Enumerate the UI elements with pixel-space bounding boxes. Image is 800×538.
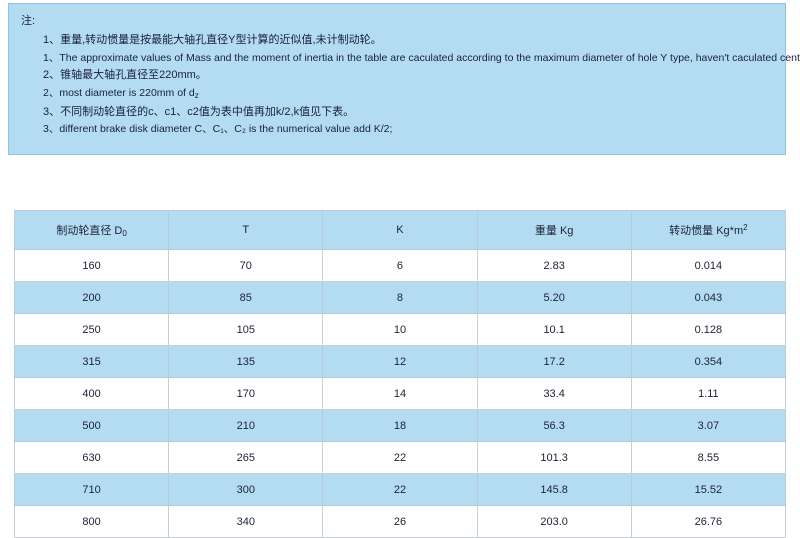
table-cell: 15.52 xyxy=(630,473,787,506)
table-row: 200 85 8 5.20 0.043 xyxy=(13,281,787,314)
table-header: 制动轮直径 D0 T K 重量 Kg 转动惯量 Kg*m2 xyxy=(13,210,787,250)
note-line-note-3-zh: 3、不同制动轮直径的c、c1、c2值为表中值再加k/2,k值见下表。 xyxy=(43,105,355,118)
table-cell: 160 xyxy=(13,249,170,282)
table-cell: 6 xyxy=(322,249,478,282)
table-cell: 10 xyxy=(322,313,478,346)
table-row: 630 265 22 101.3 8.55 xyxy=(13,441,787,474)
table-cell: 18 xyxy=(322,409,478,442)
table-cell: 17.2 xyxy=(476,345,632,378)
table-cell: 0.354 xyxy=(630,345,787,378)
header-subscript: 0 xyxy=(122,229,127,238)
table-row: 250 105 10 10.1 0.128 xyxy=(13,313,787,346)
table-cell: 710 xyxy=(13,473,170,506)
table-body: 160 70 6 2.83 0.014 200 85 8 5.20 0.043 250 105 10 10… xyxy=(13,249,787,538)
table-cell: 300 xyxy=(168,473,324,506)
table-header-label: 重量 Kg xyxy=(534,225,574,237)
table-cell: 56.3 xyxy=(476,409,632,442)
table-cell: 12 xyxy=(322,345,478,378)
table-cell: 70 xyxy=(168,249,324,282)
note-line-note-3-en: 3、different brake disk diameter C、C₁、C₂ … xyxy=(43,123,393,136)
table-cell: 145.8 xyxy=(476,473,632,506)
table-row: 500 210 18 56.3 3.07 xyxy=(13,409,787,442)
table-cell: 340 xyxy=(168,505,324,538)
specification-table: 制动轮直径 D0 T K 重量 Kg 转动惯量 Kg*m2 160 70 6 2.83 0.01… xyxy=(13,210,787,538)
notes-list: 1、重量,转动惯量是按最能大轴孔直径Y型计算的近似值,未计制动轮。 1、The a… xyxy=(21,32,800,139)
table-header-cell-4: 转动惯量 Kg*m2 xyxy=(630,210,787,250)
table-row: 400 170 14 33.4 1.11 xyxy=(13,377,787,410)
table-cell: 0.043 xyxy=(630,281,787,314)
table-row: 315 135 12 17.2 0.354 xyxy=(13,345,787,378)
table-cell: 265 xyxy=(168,441,324,474)
table-cell: 26 xyxy=(322,505,478,538)
table-cell: 0.014 xyxy=(630,249,787,282)
table-header-label: K xyxy=(396,224,404,236)
notes-panel: 注: 1、重量,转动惯量是按最能大轴孔直径Y型计算的近似值,未计制动轮。 1、Th… xyxy=(8,3,800,155)
table-cell: 101.3 xyxy=(476,441,632,474)
note-line-note-2-zh: 2、锥轴最大轴孔直径至220mm。 xyxy=(43,69,207,81)
table-cell: 200 xyxy=(13,281,170,314)
table-cell: 210 xyxy=(168,409,324,442)
note-subscript: z xyxy=(194,90,199,100)
page-root: 注: 1、重量,转动惯量是按最能大轴孔直径Y型计算的近似值,未计制动轮。 1、Th… xyxy=(8,3,800,538)
table-cell: 8.55 xyxy=(630,441,787,474)
table-row: 160 70 6 2.83 0.014 xyxy=(13,249,787,282)
table-cell: 105 xyxy=(168,313,324,346)
table-cell: 135 xyxy=(168,345,324,378)
table-cell: 203.0 xyxy=(476,505,632,538)
table-cell: 33.4 xyxy=(476,377,632,410)
table-cell: 8 xyxy=(322,281,478,314)
note-line-note-2-en: 2、most diameter is 220mm of dz xyxy=(43,86,199,100)
table-cell: 10.1 xyxy=(476,313,632,346)
header-superscript: 2 xyxy=(743,223,748,232)
table-cell: 85 xyxy=(168,281,324,314)
table-cell: 0.128 xyxy=(630,313,787,346)
table-header-cell-1: T xyxy=(168,210,324,250)
table-cell: 22 xyxy=(322,473,478,506)
table-cell: 26.76 xyxy=(630,505,787,538)
table-header-cell-0: 制动轮直径 D0 xyxy=(13,210,170,250)
notes-title: 注: xyxy=(21,15,36,27)
table-header-label: T xyxy=(242,224,250,236)
note-line-note-1-zh: 1、重量,转动惯量是按最能大轴孔直径Y型计算的近似值,未计制动轮。 xyxy=(43,34,382,46)
table-row: 800 340 26 203.0 26.76 xyxy=(13,505,787,538)
table-cell: 3.07 xyxy=(630,409,787,442)
table-header-label: 制动轮直径 D xyxy=(56,225,123,237)
table-cell: 500 xyxy=(13,409,170,442)
table-cell: 315 xyxy=(13,345,170,378)
table-cell: 5.20 xyxy=(476,281,632,314)
table-cell: 400 xyxy=(13,377,170,410)
table-cell: 250 xyxy=(13,313,170,346)
table-cell: 1.11 xyxy=(630,377,787,410)
table-header-label: 转动惯量 Kg*m xyxy=(669,225,744,237)
table-header-cell-3: 重量 Kg xyxy=(476,210,632,250)
table-cell: 800 xyxy=(13,505,170,538)
table-cell: 2.83 xyxy=(476,249,632,282)
table-header-cell-2: K xyxy=(322,210,478,250)
table-cell: 630 xyxy=(13,441,170,474)
note-line-note-1-en: 1、The approximate values of Mass and the… xyxy=(43,51,800,64)
table-cell: 22 xyxy=(322,441,478,474)
table-header-row: 制动轮直径 D0 T K 重量 Kg 转动惯量 Kg*m2 xyxy=(13,210,787,250)
table-cell: 14 xyxy=(322,377,478,410)
table-cell: 170 xyxy=(168,377,324,410)
table-row: 710 300 22 145.8 15.52 xyxy=(13,473,787,506)
